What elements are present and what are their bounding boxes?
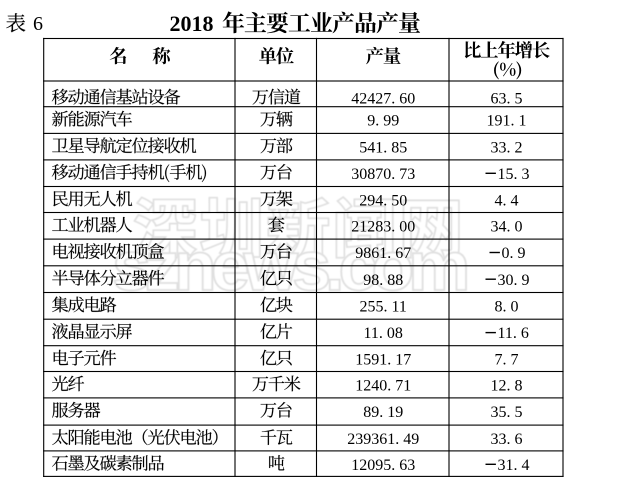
svg-text:42427. 60: 42427. 60 (351, 91, 415, 108)
svg-text:12. 8: 12. 8 (491, 378, 523, 395)
svg-text:1240. 71: 1240. 71 (355, 378, 411, 395)
svg-text:12095. 63: 12095. 63 (351, 457, 415, 474)
svg-text:294. 50: 294. 50 (359, 193, 407, 210)
svg-text:35. 5: 35. 5 (491, 404, 523, 421)
svg-text:11. 08: 11. 08 (363, 325, 402, 342)
svg-text:15. 3: 15. 3 (498, 166, 530, 183)
svg-text:6: 6 (33, 13, 43, 35)
svg-text:4. 4: 4. 4 (495, 193, 519, 210)
svg-text:21283. 00: 21283. 00 (351, 219, 415, 236)
svg-text:33. 2: 33. 2 (491, 139, 523, 156)
svg-text:30870. 73: 30870. 73 (351, 166, 415, 183)
svg-text:191. 1: 191. 1 (487, 113, 527, 130)
svg-text:31. 4: 31. 4 (498, 457, 530, 474)
svg-text:63. 5: 63. 5 (491, 91, 523, 108)
svg-text:89. 19: 89. 19 (363, 404, 403, 421)
svg-text:8. 0: 8. 0 (495, 299, 519, 316)
svg-text:2018: 2018 (170, 11, 214, 36)
svg-text:30. 9: 30. 9 (498, 272, 530, 289)
svg-text:11. 6: 11. 6 (498, 325, 529, 342)
svg-text:239361. 49: 239361. 49 (347, 431, 419, 448)
svg-text:98. 88: 98. 88 (363, 272, 403, 289)
svg-text:0. 9: 0. 9 (502, 245, 526, 262)
svg-text:9861. 67: 9861. 67 (355, 245, 411, 262)
svg-text:33. 6: 33. 6 (491, 431, 523, 448)
svg-text:34. 0: 34. 0 (491, 219, 523, 236)
svg-text:255. 11: 255. 11 (359, 299, 406, 316)
svg-text:7. 7: 7. 7 (495, 352, 519, 369)
svg-text:9. 99: 9. 99 (367, 113, 399, 130)
svg-text:541. 85: 541. 85 (359, 139, 407, 156)
svg-text:1591. 17: 1591. 17 (355, 352, 411, 369)
